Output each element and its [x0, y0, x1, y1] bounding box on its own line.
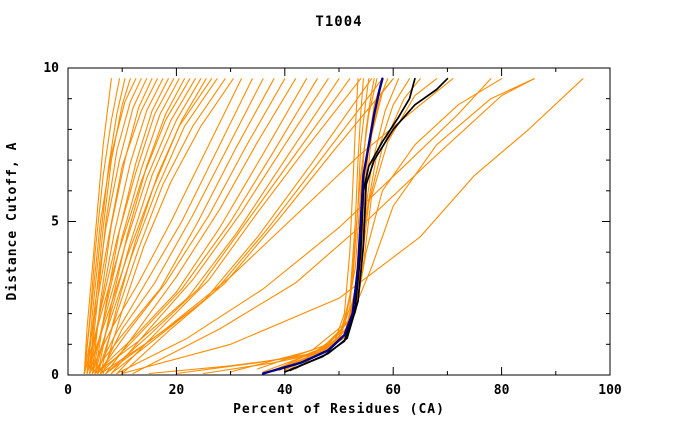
- model-curve-m19: [86, 78, 213, 375]
- model-curve-m23: [89, 78, 242, 375]
- model-curve-m06: [89, 78, 142, 375]
- model-curve-m25: [99, 78, 264, 375]
- x-tick-label: 40: [277, 383, 293, 398]
- y-axis-label: Distance Cutoff, A: [5, 142, 20, 301]
- y-tick-label: 5: [51, 215, 59, 230]
- x-tick-label: 60: [385, 383, 401, 398]
- x-tick-label: 80: [494, 383, 510, 398]
- y-tick-label: 0: [51, 368, 59, 383]
- model-curve-m21: [97, 78, 226, 375]
- model-curve-m52: [116, 78, 492, 375]
- model-curve-m32: [94, 78, 340, 375]
- model-curve-m15: [83, 78, 191, 375]
- model-curve-m18: [99, 78, 207, 375]
- model-curve-m57: [289, 77, 449, 372]
- model-curve-m58: [261, 77, 384, 375]
- model-curve-m17: [94, 78, 202, 375]
- model-curve-m34: [116, 78, 362, 375]
- model-curve-m40: [273, 78, 370, 371]
- model-curve-m28: [105, 78, 297, 375]
- plot-area: 0 20 40 60 80 100 0 5 10: [43, 61, 622, 398]
- model-curve-m54: [257, 78, 503, 370]
- model-curve-m27: [97, 78, 286, 375]
- model-curve-m33: [105, 78, 351, 375]
- model-curve-m26: [91, 78, 275, 375]
- model-curve-m31: [110, 78, 329, 375]
- model-curve-m09: [83, 78, 158, 375]
- model-curve-m03: [86, 78, 126, 375]
- model-curve-m46: [202, 78, 400, 375]
- model-curve-m16: [89, 78, 196, 375]
- model-curve-m30: [99, 78, 318, 375]
- x-tick-label: 20: [169, 383, 185, 398]
- x-tick-label: 0: [64, 383, 72, 398]
- model-curve-m07: [86, 78, 148, 375]
- model-curve-m53: [105, 78, 454, 375]
- model-curve-m29: [94, 78, 308, 375]
- curves-group: [83, 77, 584, 375]
- x-axis-label: Percent of Residues (CA): [233, 402, 445, 417]
- model-curve-m05: [83, 78, 137, 375]
- model-curve-m51: [132, 78, 535, 375]
- model-curve-m14: [97, 78, 186, 375]
- model-curve-m24: [94, 78, 253, 375]
- model-curve-m01: [83, 78, 112, 375]
- model-curve-m48: [284, 78, 421, 370]
- model-curve-m55: [230, 78, 535, 373]
- model-curve-m37: [121, 78, 394, 375]
- model-curve-m42: [148, 78, 378, 375]
- ticks-group: [67, 67, 611, 376]
- chart-title: T1004: [315, 14, 362, 30]
- model-curve-m45: [289, 78, 394, 370]
- model-curve-m49: [295, 78, 438, 370]
- model-curve-m20: [91, 78, 218, 375]
- model-curve-m50: [121, 78, 584, 375]
- x-tick-label: 100: [598, 383, 622, 398]
- model-curve-m12: [86, 78, 175, 375]
- y-tick-label: 10: [43, 61, 59, 76]
- model-curve-m13: [91, 78, 180, 375]
- model-curve-m22: [102, 78, 234, 375]
- model-curve-m36: [110, 78, 383, 375]
- tick-labels-group: 0 20 40 60 80 100 0 5 10: [43, 61, 622, 398]
